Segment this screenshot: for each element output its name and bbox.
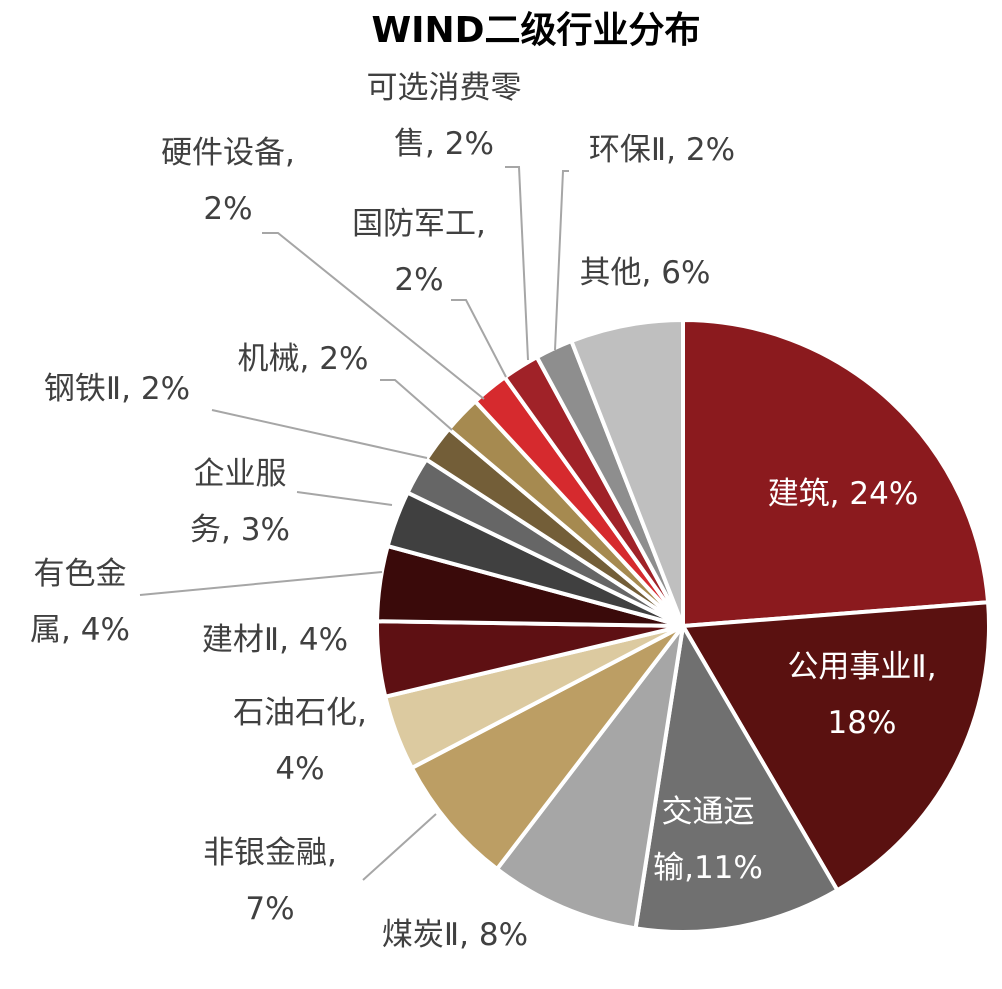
slice-label-6: 石油石化, 4%	[233, 695, 367, 787]
slice-label-9: 企业服务, 3%	[190, 456, 290, 548]
pie-slice-16	[569, 318, 685, 628]
leader-line-8	[139, 571, 383, 596]
leader-line-15	[554, 170, 569, 351]
leader-line-10	[211, 409, 428, 459]
slice-label-line: 7%	[245, 891, 294, 927]
slice-label-line: 可选消费零	[367, 70, 522, 106]
slice-label-12: 硬件设备, 2%	[161, 135, 295, 227]
slice-label-11: 机械, 2%	[238, 341, 369, 377]
leader-line-13	[451, 299, 507, 378]
chart-title: WIND二级行业分布	[371, 10, 700, 51]
slice-label-line: 18%	[828, 705, 897, 741]
slice-label-14: 可选消费零售, 2%	[367, 70, 522, 162]
slice-label-line: 2%	[203, 191, 252, 227]
slice-label-13: 国防军工, 2%	[352, 206, 486, 298]
slice-label-line: 售, 2%	[394, 126, 494, 162]
pie-slice-4	[495, 624, 685, 931]
slice-label-line: 国防军工,	[352, 206, 486, 242]
pie-slice-1	[681, 318, 991, 628]
slice-label-line: 建材Ⅱ, 4%	[202, 622, 348, 658]
slice-label-line: 机械, 2%	[238, 341, 369, 377]
slice-label-line: 环保Ⅱ, 2%	[589, 132, 735, 168]
slice-label-10: 钢铁Ⅱ, 2%	[44, 371, 190, 407]
leader-line-12	[262, 232, 485, 400]
slice-label-line: 煤炭Ⅱ, 8%	[382, 917, 528, 953]
pie-slice-3	[633, 624, 840, 934]
slice-label-line: 属, 4%	[30, 612, 130, 648]
slice-label-16: 其他, 6%	[580, 255, 711, 291]
leader-line-9	[296, 491, 393, 506]
leader-line-14	[505, 166, 529, 361]
slice-label-line: 硬件设备,	[161, 135, 295, 171]
slice-label-line: 其他, 6%	[580, 255, 711, 291]
slice-label-line: 有色金	[34, 556, 127, 592]
slice-labels: 建筑, 24% 公用事业Ⅱ, 18% 交通运输,11% 煤炭Ⅱ, 8% 非银金融, 7% 石油…	[30, 70, 937, 953]
slice-label-15: 环保Ⅱ, 2%	[589, 132, 735, 168]
slice-label-line: 输,11%	[653, 850, 763, 886]
slice-label-3: 交通运输,11%	[653, 794, 763, 886]
slice-label-line: 建筑, 24%	[768, 476, 919, 512]
slice-label-line: 公用事业Ⅱ,	[787, 649, 936, 685]
slice-label-2: 公用事业Ⅱ, 18%	[787, 649, 936, 741]
slice-label-1: 建筑, 24%	[768, 476, 919, 512]
leader-line-11	[380, 379, 453, 431]
slice-label-line: 钢铁Ⅱ, 2%	[44, 371, 190, 407]
slice-label-7: 建材Ⅱ, 4%	[202, 622, 348, 658]
pie-slice-5	[409, 624, 685, 872]
slice-label-line: 交通运	[662, 794, 755, 830]
slice-label-line: 2%	[394, 262, 443, 298]
slice-label-line: 企业服	[194, 456, 287, 492]
slice-label-5: 非银金融, 7%	[203, 835, 337, 927]
pie-slices	[375, 318, 991, 934]
pie-slice-2	[681, 600, 991, 893]
leader-lines	[139, 166, 569, 881]
slice-label-line: 4%	[275, 751, 324, 787]
slice-label-line: 石油石化,	[233, 695, 367, 731]
slice-label-line: 务, 3%	[190, 512, 290, 548]
slice-label-4: 煤炭Ⅱ, 8%	[382, 917, 528, 953]
slice-label-line: 非银金融,	[203, 835, 337, 871]
leader-line-5	[362, 813, 437, 881]
slice-label-8: 有色金属, 4%	[30, 556, 130, 648]
